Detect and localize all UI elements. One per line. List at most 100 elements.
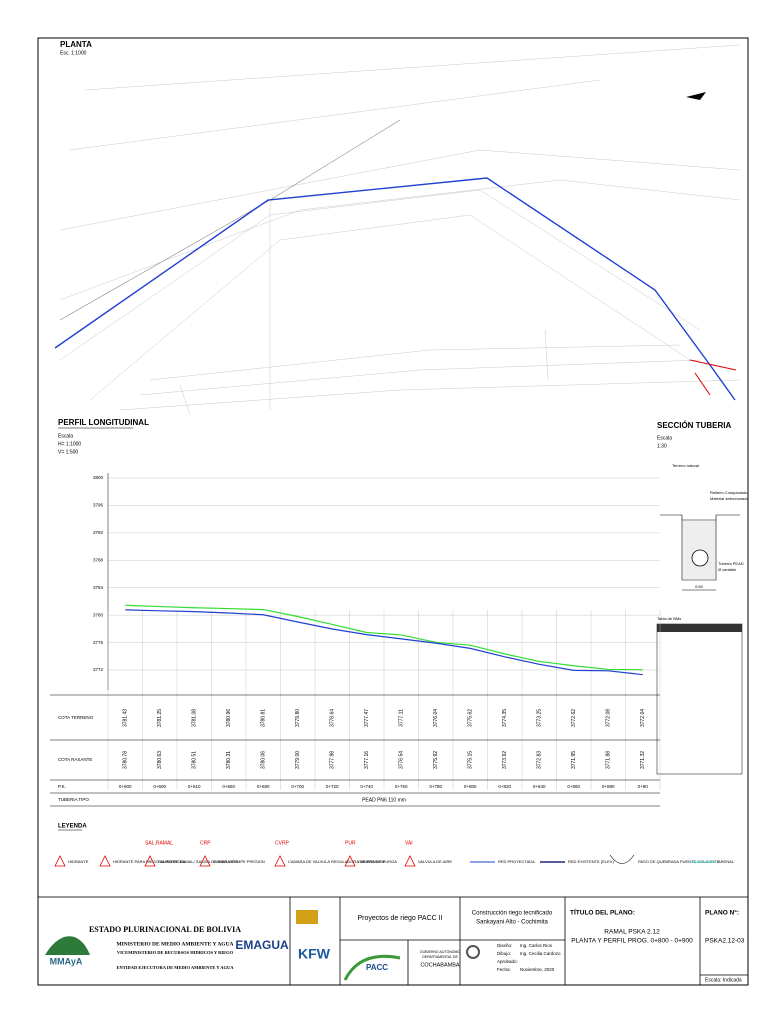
legend-tag: CVRP — [275, 840, 290, 846]
legend-label: PASO DE QUEBRADA PUENTE COLGANTE — [638, 859, 720, 864]
flag-logo — [296, 910, 318, 924]
profile-title: PERFIL LONGITUDINAL — [58, 418, 149, 427]
legend-symbol — [144, 855, 156, 867]
row-value: 3780.63 — [157, 751, 163, 769]
project-line: Construcción riego tecnificado — [472, 911, 553, 917]
legend-symbol — [344, 855, 356, 867]
y-tick-label: 3788 — [93, 557, 104, 562]
row-value: 3777.47 — [364, 709, 370, 727]
legend-label: HIDRANTE PARA RIEGO SUPERFICIAL — [113, 859, 187, 864]
profile-scale: Escala — [58, 433, 73, 439]
gov-line: COCHABAMBA — [420, 962, 459, 968]
row-value: 3781.25 — [157, 709, 163, 727]
pk-label: P.K. — [58, 784, 66, 789]
plan-no-label: PLANO N°: — [705, 909, 739, 917]
section-scale: 1:30 — [657, 443, 667, 449]
row-value: 3778.64 — [330, 709, 336, 727]
credit-label: Fecha: — [497, 967, 511, 972]
row-value: 3772.83 — [537, 751, 543, 769]
legend-tag: PUR — [345, 840, 356, 846]
logo-emagua: EMAGUA — [235, 938, 289, 952]
pk-value: 0+700 — [291, 784, 304, 789]
title-block-frame — [37, 896, 749, 986]
pk-value: 0+880 — [602, 784, 615, 789]
row-value: 3777.11 — [399, 709, 405, 727]
row-value: 3777.98 — [330, 751, 336, 769]
pipe-section — [691, 549, 709, 567]
plan-scale: Esc. 1:1000 — [60, 50, 87, 56]
legend-label: VALVULA DE AIRE — [418, 859, 452, 864]
legend-tag: CRP — [200, 840, 211, 846]
row-value: 3780.51 — [192, 751, 198, 769]
row-value: 3781.43 — [123, 709, 129, 727]
row-value: 3771.88 — [606, 751, 612, 769]
row-value: 3780.06 — [261, 751, 267, 769]
row-value: 3772.08 — [606, 709, 612, 727]
row-value: 3774.35 — [502, 709, 508, 727]
legend-label: CAMARA DE PURGA — [358, 859, 397, 864]
bm-table — [656, 623, 743, 775]
legend-symbol — [274, 855, 286, 867]
pk-value: 0+820 — [498, 784, 511, 789]
legend-symbol — [99, 855, 111, 867]
section-title: SECCIÓN TUBERIA — [657, 421, 731, 430]
pk-value: 0+840 — [533, 784, 546, 789]
credit-label: Dibujo: — [497, 951, 511, 956]
credit-value: Ing. Carlos Rios — [520, 943, 553, 948]
legend-symbol — [199, 855, 211, 867]
row-value: 3779.80 — [295, 709, 301, 727]
row-label: COTA TERRENO — [58, 715, 94, 720]
gov-line: DEPARTAMENTAL DE — [422, 955, 458, 959]
org-line: ENTIDAD EJECUTORA DE MEDIO AMBIENTE Y AG… — [116, 965, 234, 970]
legend-title: LEYENDA — [58, 824, 87, 830]
pk-value: 0+680 — [257, 784, 270, 789]
legend-label: RED EXISTENTE (ELEV) — [568, 859, 614, 864]
pk-value: 0+660 — [222, 784, 235, 789]
legend-tag: VAI — [405, 840, 413, 846]
profile-scale: H= 1:1000 — [58, 441, 81, 447]
plan-title-line: RAMAL PSKA 2.12 — [604, 929, 660, 936]
section-note: Ø variable — [718, 567, 737, 572]
legend-symbol — [54, 855, 66, 867]
logo-pacc: PACC — [366, 963, 388, 972]
section-note: Terreno natural — [672, 463, 699, 468]
row-value: 3773.25 — [537, 709, 543, 727]
profile-scale: V= 1:500 — [58, 449, 78, 455]
credit-label: Diseño: — [497, 943, 512, 948]
pk-value: 0+860 — [567, 784, 580, 789]
terrain-line — [125, 604, 643, 671]
logo-mmaya-text: MMAyA — [50, 956, 83, 966]
north-arrow — [686, 92, 706, 100]
program: Proyectos de riego PACC II — [357, 915, 442, 922]
row-label: COTA RASANTE — [58, 757, 92, 762]
row-value: 3771.32 — [640, 751, 646, 769]
row-value: 3781.08 — [192, 709, 198, 727]
row-value: 3780.96 — [226, 709, 232, 727]
org-line: VICEMINISTERIO DE RECURSOS HIDRICOS Y RI… — [117, 950, 234, 955]
section-note: Tubería PEAD — [718, 561, 744, 566]
row-value: 3775.92 — [433, 751, 439, 769]
pipe-value: PEAD PN6 110 mm — [362, 797, 406, 803]
row-value: 3775.15 — [468, 751, 474, 769]
section-width: 0.50 — [695, 584, 704, 589]
credit-value: Ing. Cecilia Cardozo — [520, 951, 561, 956]
legend-label: CAMARA ROMPE PRESION — [213, 859, 265, 864]
pk-value: 0+600 — [153, 784, 166, 789]
pk-value: 0+720 — [326, 784, 339, 789]
grade-line — [125, 609, 643, 676]
pipe-label: TUBERIA TIPO — [58, 797, 89, 802]
project-line: Sankayani Alto - Cochimita — [476, 920, 548, 926]
pk-value: 0+610 — [188, 784, 201, 789]
credit-value: Noviembre, 2020 — [520, 967, 555, 972]
y-tick-label: 3780 — [93, 612, 104, 617]
row-value: 3780.78 — [123, 751, 129, 769]
company-logo — [466, 945, 480, 959]
pk-value: 0+90 — [638, 784, 649, 789]
row-value: 3779.00 — [295, 751, 301, 769]
legend-tag: SAL.RAMAL — [145, 840, 173, 846]
y-tick-label: 3776 — [93, 640, 104, 645]
pk-value: 0+800 — [464, 784, 477, 789]
plan-title: PLANTA — [60, 40, 92, 49]
legend-label: ARENAL — [718, 859, 735, 864]
